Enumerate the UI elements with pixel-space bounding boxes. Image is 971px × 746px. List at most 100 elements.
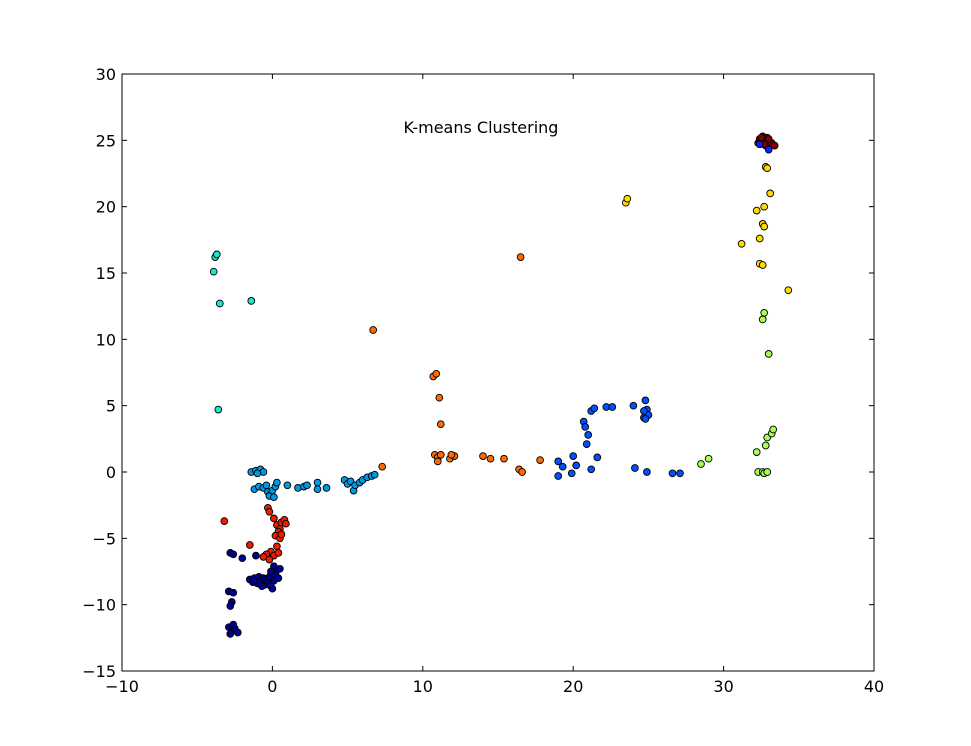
data-point xyxy=(273,542,281,551)
data-point xyxy=(554,472,563,480)
data-point xyxy=(486,454,495,463)
series-7 xyxy=(621,163,793,295)
data-point xyxy=(378,462,387,471)
data-point xyxy=(755,234,764,243)
data-point xyxy=(250,576,259,585)
y-tick-label: 0 xyxy=(106,463,116,482)
series-9 xyxy=(755,140,773,154)
data-point xyxy=(273,478,281,487)
data-point xyxy=(764,350,773,358)
data-point xyxy=(770,141,779,150)
y-tick-label: −15 xyxy=(82,662,116,681)
data-point xyxy=(629,401,638,410)
plot-frame xyxy=(121,73,875,672)
data-point xyxy=(435,393,444,402)
data-point xyxy=(760,308,769,317)
data-point xyxy=(247,297,256,305)
data-point xyxy=(265,555,274,564)
y-tick-label: −5 xyxy=(92,529,116,548)
y-tick-label: 30 xyxy=(96,65,116,84)
data-point xyxy=(737,239,746,248)
points-layer xyxy=(209,132,793,638)
data-point xyxy=(668,469,677,478)
data-point xyxy=(582,440,591,448)
data-point xyxy=(752,206,761,215)
data-point xyxy=(270,493,278,502)
data-point xyxy=(283,481,292,490)
series-6 xyxy=(697,308,778,478)
data-point xyxy=(584,431,593,439)
data-point xyxy=(766,189,775,198)
data-point xyxy=(322,484,331,492)
data-point xyxy=(640,407,648,415)
data-point xyxy=(258,582,266,590)
y-tick-label: −10 xyxy=(82,596,116,615)
data-point xyxy=(676,469,684,478)
data-point xyxy=(569,452,578,460)
data-point xyxy=(265,507,274,516)
data-point xyxy=(593,453,602,462)
data-point xyxy=(608,403,617,411)
data-point xyxy=(760,202,769,211)
y-tick-label: 10 xyxy=(96,330,116,349)
x-tick-label: 10 xyxy=(413,677,433,696)
data-point xyxy=(433,457,442,466)
data-point xyxy=(447,450,456,459)
data-point xyxy=(313,478,322,487)
data-point xyxy=(226,630,235,638)
series-2 xyxy=(247,465,379,502)
data-point xyxy=(303,481,311,490)
data-point xyxy=(267,567,275,576)
data-point xyxy=(641,415,650,423)
data-point xyxy=(784,286,793,295)
data-point xyxy=(229,588,238,597)
data-point xyxy=(760,222,769,231)
data-point xyxy=(226,602,235,610)
data-point xyxy=(215,299,224,308)
data-point xyxy=(229,620,238,629)
x-tick-label: 0 xyxy=(267,677,277,696)
data-point xyxy=(763,164,772,173)
data-point xyxy=(763,468,772,476)
data-point xyxy=(704,454,713,463)
data-point xyxy=(758,315,767,324)
series-0 xyxy=(224,549,284,638)
data-point xyxy=(758,261,767,269)
data-point xyxy=(282,519,290,528)
data-point xyxy=(369,326,378,334)
data-point xyxy=(479,452,487,460)
chart-title: K-means Clustering xyxy=(404,118,559,137)
y-tick-label: 25 xyxy=(96,131,116,150)
data-point xyxy=(274,574,283,582)
y-tick-label: 20 xyxy=(96,198,116,217)
data-point xyxy=(252,551,260,560)
data-point xyxy=(245,541,254,549)
data-point xyxy=(313,485,322,494)
data-point xyxy=(518,468,526,476)
data-point xyxy=(587,465,596,474)
data-point xyxy=(757,133,766,142)
y-tick-label: 15 xyxy=(96,264,116,283)
data-point xyxy=(554,457,563,466)
data-point xyxy=(436,420,445,429)
data-point xyxy=(214,405,223,414)
data-point xyxy=(572,461,581,470)
data-point xyxy=(276,564,284,573)
data-point xyxy=(641,396,650,405)
data-point xyxy=(262,481,271,490)
data-point xyxy=(212,250,221,259)
data-point xyxy=(536,456,544,464)
x-tick-label: 20 xyxy=(563,677,583,696)
series-8 xyxy=(754,132,779,150)
data-point xyxy=(558,462,567,471)
data-point xyxy=(436,450,445,459)
series-1 xyxy=(220,503,290,564)
data-point xyxy=(277,530,286,539)
data-point xyxy=(697,460,705,468)
data-point xyxy=(752,448,761,456)
x-tick-label: 30 xyxy=(713,677,733,696)
data-point xyxy=(268,584,277,593)
series-3 xyxy=(209,250,256,414)
